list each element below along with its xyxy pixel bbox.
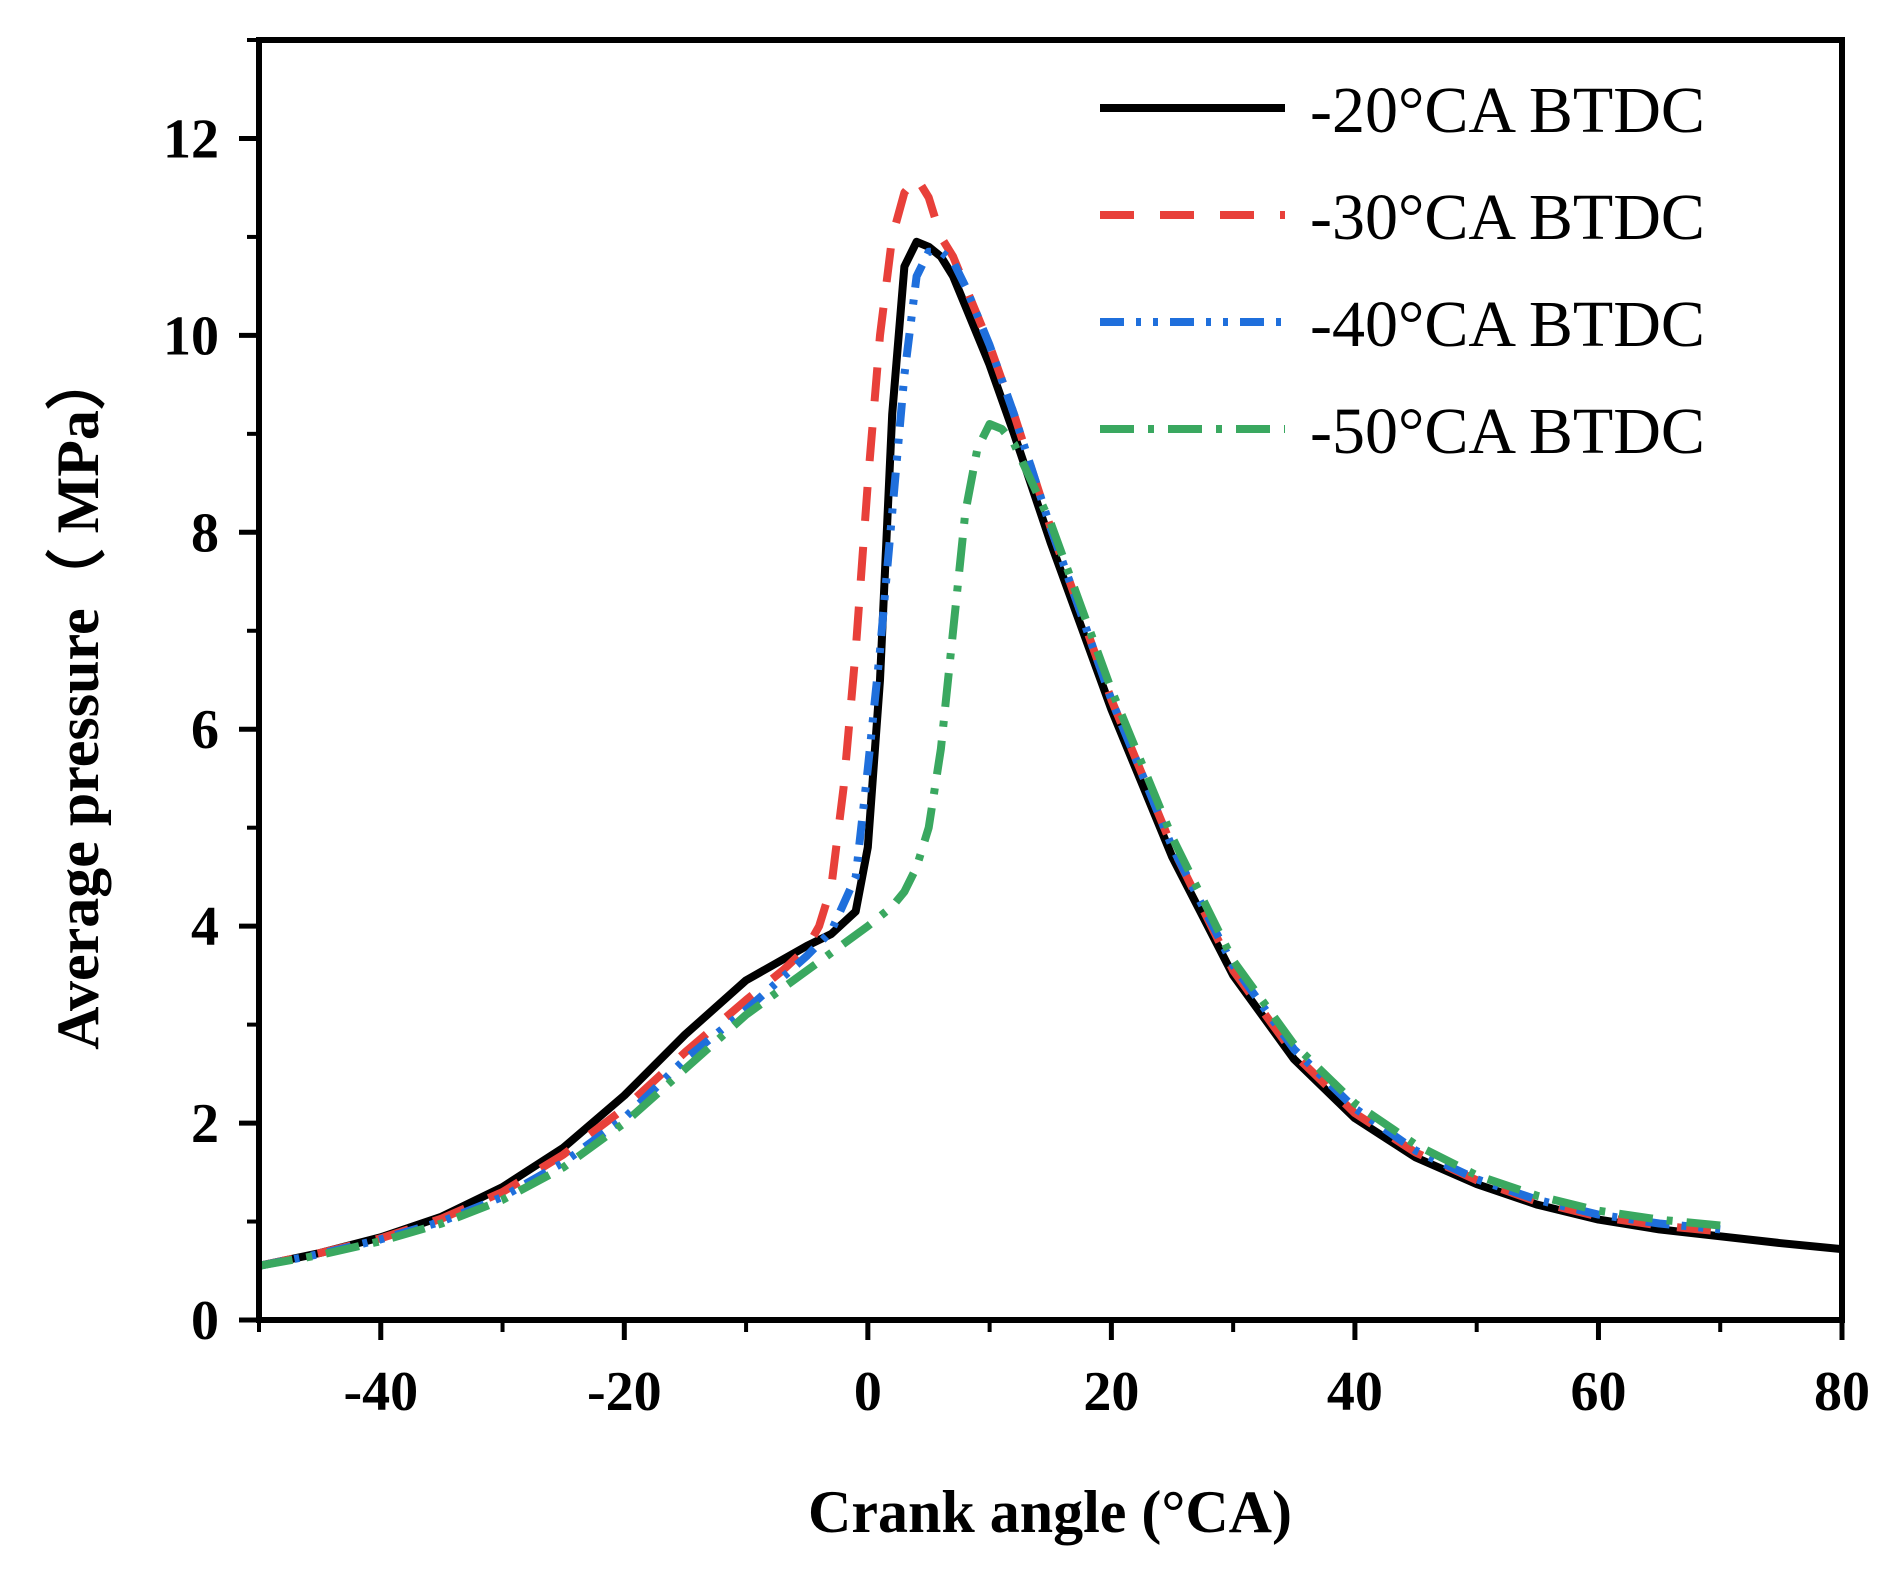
x-tick-label: 40 [1327, 1361, 1383, 1423]
y-tick-label: 6 [191, 699, 219, 761]
y-tick-label: 12 [163, 108, 219, 170]
x-tick-label: -20 [587, 1361, 662, 1423]
x-axis-title: Crank angle (°CA) [808, 1479, 1292, 1545]
x-tick-label: 80 [1814, 1361, 1870, 1423]
y-tick-label: 0 [191, 1290, 219, 1352]
y-axis-title: Average pressure（ MPa） [44, 350, 111, 1050]
y-tick-label: 8 [191, 502, 219, 564]
legend: -20°CA BTDC -30°CA BTDC -40°CA BTDC -50°CA … [1100, 74, 1705, 468]
plot-frame [256, 37, 1845, 1323]
y-tick-label: 2 [191, 1093, 219, 1155]
legend-label-2: -40°CA BTDC [1310, 288, 1705, 361]
legend-label-3: -50°CA BTDC [1310, 395, 1705, 468]
x-tick-label: 20 [1083, 1361, 1139, 1423]
y-tick-label: 10 [163, 305, 219, 367]
legend-label-1: -30°CA BTDC [1310, 181, 1705, 254]
x-tick-label: 60 [1570, 1361, 1626, 1423]
series-line-2 [259, 247, 1721, 1270]
series-line-3 [259, 420, 1721, 1270]
y-tick-label: 4 [191, 896, 219, 958]
x-tick-label: -40 [343, 1361, 418, 1423]
legend-label-0: -20°CA BTDC [1310, 74, 1705, 147]
x-tick-label: 0 [854, 1361, 882, 1423]
